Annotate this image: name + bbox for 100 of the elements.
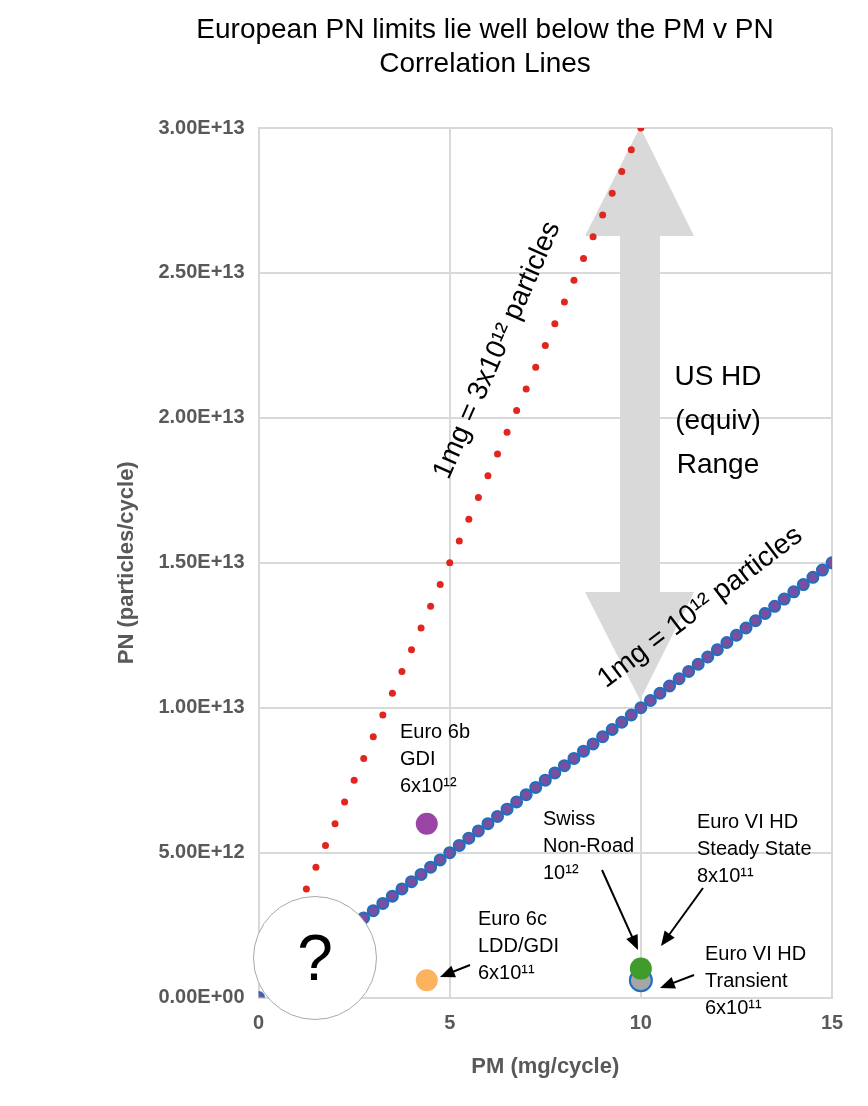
y-tick-label: 1.00E+13 [158,695,245,718]
point [560,298,568,306]
point [491,809,505,823]
point [548,766,562,780]
point [532,363,540,371]
point [701,650,715,664]
point [580,254,588,262]
point [424,860,438,874]
point [729,628,743,642]
point [567,751,581,765]
point [465,515,473,523]
point [643,693,657,707]
point [624,708,638,722]
point [414,867,428,881]
point [608,189,616,197]
point [538,773,552,787]
y-tick-label: 0.00E+00 [158,985,245,1008]
y-tick-label: 2.50E+13 [158,260,245,283]
point [615,715,629,729]
point [395,882,409,896]
point [398,668,406,675]
point [672,672,686,686]
point [369,733,377,741]
point [415,812,438,835]
y-tick-label: 5.00E+12 [158,840,245,863]
point [321,841,329,849]
point [474,494,482,502]
x-axis-title: PM (mg/cycle) [471,1052,620,1078]
point [388,689,396,697]
point [503,428,511,436]
point [417,624,425,632]
point [350,776,358,784]
point [385,889,399,903]
x-tick-label: 5 [444,1011,456,1034]
point [758,607,772,621]
point [408,646,415,654]
point [605,722,619,736]
point [427,602,435,610]
chart-title: European PN limits lie well below the PM v PN Correlation Lines [195,12,775,80]
point [529,780,543,794]
point [446,559,454,567]
x-tick-label: 10 [629,1011,652,1034]
point [455,537,463,545]
y-axis-title: PN (particles/cycle) [113,461,139,665]
point [366,904,380,918]
point [513,407,521,415]
point [360,754,368,762]
x-tick-label: 15 [820,1011,844,1034]
annotation: Euro 6b GDI 6x10¹² [400,719,471,798]
point [510,795,524,809]
point [443,846,457,860]
point [522,385,530,393]
point [312,863,320,871]
point [436,581,444,589]
point [341,798,349,806]
annotation: Euro VI HD Steady State 8x10¹¹ [697,809,812,888]
point [806,570,820,584]
point [586,737,600,751]
annotation: Euro 6c LDD/GDI 6x10¹¹ [478,906,560,985]
annotation: Euro VI HD Transient 6x10¹¹ [705,941,807,1020]
point [570,276,578,284]
annotation: US HD (equiv) Range [673,359,763,481]
point [481,817,495,831]
point [471,824,485,838]
point [691,657,705,671]
point [629,957,652,980]
point [452,838,466,852]
point [484,472,492,480]
point [519,788,533,802]
point [376,896,390,910]
point [415,969,438,992]
point [433,853,447,867]
point [710,643,724,657]
point [557,759,571,773]
point [739,621,753,635]
y-tick-label: 1.50E+13 [158,550,245,573]
point [634,701,648,715]
point [541,341,549,349]
point [627,146,635,154]
point [618,167,626,175]
point [302,885,310,893]
point [379,711,387,719]
point [720,636,734,650]
point [577,744,591,758]
annotation: Swiss Non-Road 10¹² [543,806,635,885]
point [663,679,677,693]
point [331,820,339,828]
point [653,686,667,700]
point [589,233,597,241]
point [405,875,418,889]
y-tick-label: 3.00E+13 [158,115,245,138]
point [494,450,502,458]
y-tick-label: 2.00E+13 [158,405,245,428]
point [749,614,763,628]
point [462,831,476,845]
point [596,730,610,744]
point [599,211,607,219]
point [815,563,829,577]
point [682,665,696,678]
point [500,802,514,816]
